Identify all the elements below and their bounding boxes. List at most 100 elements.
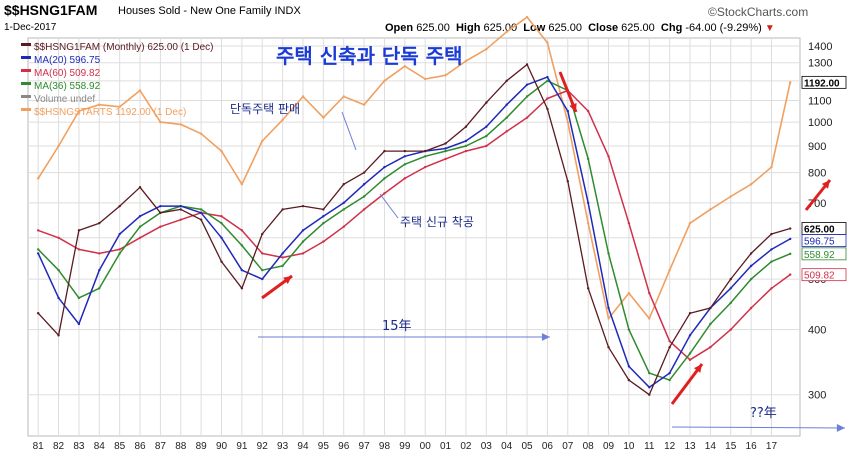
x-tick-label: 81 (33, 441, 45, 452)
data-point (179, 208, 182, 211)
legend-entry: MA(20) 596.75 (34, 55, 101, 66)
open-value: 625.00 (416, 22, 450, 34)
right-label-box (801, 234, 847, 247)
data-point (342, 201, 345, 205)
data-point (98, 287, 101, 290)
data-point (668, 371, 671, 375)
x-tick-label: 91 (236, 441, 248, 452)
data-point (138, 215, 142, 218)
data-point (464, 59, 468, 63)
data-point (668, 268, 671, 272)
x-tick-label: 09 (603, 441, 615, 452)
data-point (668, 339, 671, 343)
data-point (342, 208, 345, 211)
data-point (118, 105, 121, 109)
data-point (709, 306, 712, 310)
data-point (98, 252, 101, 255)
y-tick-label: 1300 (808, 58, 832, 70)
data-point (566, 120, 569, 124)
x-tick-label: 17 (766, 441, 778, 452)
x-tick-label: 92 (257, 441, 269, 452)
data-point (36, 252, 40, 255)
x-tick-label: 07 (562, 441, 574, 452)
series-line (37, 63, 791, 396)
data-point (424, 165, 427, 169)
data-point (342, 225, 345, 228)
data-point (444, 74, 447, 77)
data-point (220, 236, 223, 239)
data-point (138, 186, 142, 189)
data-point (485, 125, 488, 128)
data-point (199, 208, 203, 211)
data-point (199, 132, 203, 135)
data-point (789, 252, 792, 256)
x-tick-label: 14 (705, 441, 717, 452)
data-point (36, 229, 40, 232)
data-point (77, 322, 81, 326)
chart-description: Houses Sold - New One Family INDX (118, 5, 301, 17)
legend-swatch (21, 95, 31, 98)
data-point (281, 208, 284, 211)
data-point (505, 130, 508, 133)
data-point (118, 248, 121, 251)
y-tick-label: 300 (808, 390, 826, 402)
right-label-box (801, 75, 847, 89)
data-point (566, 180, 569, 183)
data-point (770, 232, 773, 236)
x-tick-label: 13 (684, 441, 696, 452)
data-point (627, 291, 631, 295)
y-tick-label: 400 (808, 325, 826, 337)
data-point (485, 144, 488, 148)
data-point (240, 268, 244, 272)
x-tick-label: 86 (134, 441, 146, 452)
data-point (138, 89, 142, 92)
data-point (546, 97, 549, 100)
data-point (505, 79, 508, 83)
korean-title: 주택 신축과 단독 주택 (276, 44, 463, 68)
x-tick-label: 11 (644, 441, 655, 452)
data-point (159, 120, 162, 124)
data-point (525, 15, 529, 19)
data-point (281, 118, 284, 122)
span-arrow-unknown-head (836, 424, 845, 432)
low-label: Low (523, 22, 546, 34)
x-tick-label: 93 (277, 441, 289, 452)
data-point (627, 378, 631, 382)
x-tick-label: 06 (542, 441, 554, 452)
data-point (98, 103, 101, 106)
right-label-box (801, 268, 847, 282)
data-point (57, 334, 60, 337)
data-point (444, 147, 447, 150)
data-point (709, 346, 712, 349)
x-tick-label: 16 (746, 441, 758, 452)
data-point (648, 291, 651, 295)
grid (28, 38, 800, 436)
data-point (729, 195, 732, 198)
close-label: Close (588, 22, 619, 34)
series-group (36, 15, 792, 396)
stockcharts-logo[interactable]: ©StockCharts.com (708, 5, 809, 19)
data-point (586, 109, 590, 113)
data-point (159, 204, 162, 208)
data-point (424, 155, 427, 158)
series-line (37, 89, 791, 361)
data-point (607, 346, 610, 349)
data-point (546, 75, 549, 79)
legend-entry: Volume undef (34, 94, 95, 105)
data-point (98, 268, 101, 272)
data-point (261, 268, 264, 272)
red-arrow-1991-head (283, 276, 292, 284)
data-point (729, 301, 732, 305)
data-point (749, 252, 753, 255)
y-tick-label: 800 (808, 168, 826, 180)
data-point (607, 306, 610, 310)
data-point (159, 225, 162, 228)
right-label-close: 625.00 (804, 225, 835, 236)
data-point (301, 95, 305, 98)
data-point (57, 268, 60, 272)
data-point (586, 201, 590, 205)
x-tick-label: 84 (94, 441, 106, 452)
data-point (77, 109, 81, 113)
